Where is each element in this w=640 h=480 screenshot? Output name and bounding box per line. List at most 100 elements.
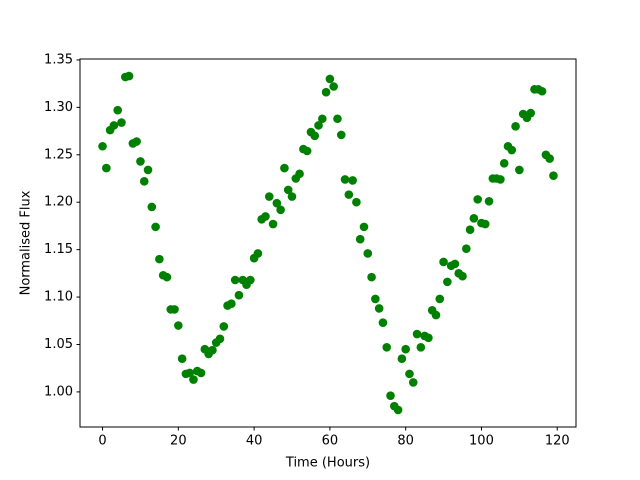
- data-point: [378, 318, 388, 327]
- data-point: [162, 272, 172, 282]
- data-point: [431, 310, 441, 320]
- data-point: [405, 369, 414, 379]
- data-point: [219, 322, 229, 331]
- data-point: [382, 343, 392, 352]
- data-point: [329, 82, 338, 91]
- x-tick-label: 120: [545, 434, 570, 449]
- data-point: [397, 354, 407, 364]
- data-point: [253, 249, 263, 258]
- data-point: [374, 304, 384, 313]
- data-point: [386, 391, 395, 401]
- data-point: [355, 234, 365, 244]
- data-point: [408, 378, 418, 387]
- data-point: [480, 219, 490, 229]
- data-point: [348, 176, 357, 185]
- data-point: [264, 192, 274, 201]
- data-point: [393, 405, 403, 415]
- y-tick-label: 1.10: [44, 290, 73, 305]
- data-point: [177, 354, 187, 364]
- data-point: [462, 244, 471, 253]
- data-point: [515, 165, 524, 175]
- x-tick-label: 60: [322, 434, 339, 449]
- data-point: [465, 225, 475, 235]
- data-point: [280, 163, 289, 173]
- x-axis-label: Time (Hours): [285, 456, 370, 471]
- data-point: [246, 275, 255, 285]
- data-point: [435, 294, 445, 304]
- data-point: [340, 175, 350, 184]
- data-point: [412, 329, 422, 339]
- x-tick-label: 100: [469, 434, 494, 449]
- data-point: [136, 157, 145, 166]
- data-point: [545, 154, 554, 163]
- data-point: [189, 375, 198, 384]
- y-tick-label: 1.25: [44, 147, 73, 162]
- data-point: [336, 130, 346, 140]
- data-point: [314, 121, 323, 130]
- data-point: [295, 169, 304, 179]
- data-point: [170, 305, 179, 314]
- data-point: [496, 175, 505, 184]
- data-point: [469, 214, 479, 223]
- data-point: [283, 185, 293, 195]
- data-point: [155, 254, 164, 264]
- data-point: [151, 222, 160, 232]
- data-point: [261, 212, 270, 221]
- data-point: [268, 219, 278, 229]
- y-tick-label: 1.30: [44, 100, 73, 115]
- y-tick-label: 1.20: [44, 195, 73, 210]
- data-point: [287, 192, 297, 201]
- data-point: [484, 196, 494, 206]
- data-point: [272, 198, 282, 208]
- data-point: [458, 271, 467, 281]
- data-point: [139, 177, 149, 186]
- axes-frame: [79, 58, 577, 428]
- data-point: [416, 343, 426, 352]
- data-point: [174, 321, 183, 330]
- data-point: [113, 105, 123, 115]
- data-point: [276, 205, 285, 215]
- data-point: [310, 131, 320, 141]
- x-tick-label: 80: [397, 434, 414, 449]
- data-point: [367, 272, 376, 282]
- data-point: [507, 145, 517, 155]
- y-tick-label: 1.35: [44, 52, 73, 67]
- data-point: [227, 299, 236, 309]
- data-point: [321, 87, 331, 97]
- y-tick-label: 1.05: [44, 337, 73, 352]
- data-point: [443, 277, 452, 287]
- data-point: [230, 275, 240, 285]
- data-point: [371, 294, 380, 304]
- data-point: [196, 368, 206, 378]
- data-point: [302, 146, 312, 156]
- y-axis-label: Normalised Flux: [19, 190, 34, 295]
- data-point: [215, 334, 225, 344]
- x-tick-label: 20: [170, 434, 187, 449]
- data-point: [102, 163, 111, 173]
- data-point: [124, 71, 134, 81]
- data-point: [208, 345, 217, 355]
- data-point: [333, 114, 342, 124]
- data-point: [363, 249, 373, 258]
- data-point: [549, 171, 558, 180]
- data-point: [424, 333, 433, 343]
- y-tick-label: 1.00: [44, 384, 73, 399]
- data-point: [109, 121, 119, 130]
- data-point: [143, 165, 153, 175]
- data-point: [526, 108, 536, 118]
- x-tick-label: 40: [246, 434, 263, 449]
- y-tick-label: 1.15: [44, 242, 73, 257]
- data-point: [473, 195, 482, 204]
- data-point: [98, 141, 107, 151]
- data-point: [450, 259, 460, 269]
- data-point: [344, 190, 354, 199]
- data-point: [147, 202, 157, 212]
- data-point: [325, 74, 335, 84]
- data-point: [132, 137, 141, 146]
- data-point: [401, 344, 410, 354]
- data-point: [185, 368, 194, 378]
- data-point: [234, 290, 244, 300]
- data-point: [499, 159, 509, 168]
- data-point: [352, 197, 361, 207]
